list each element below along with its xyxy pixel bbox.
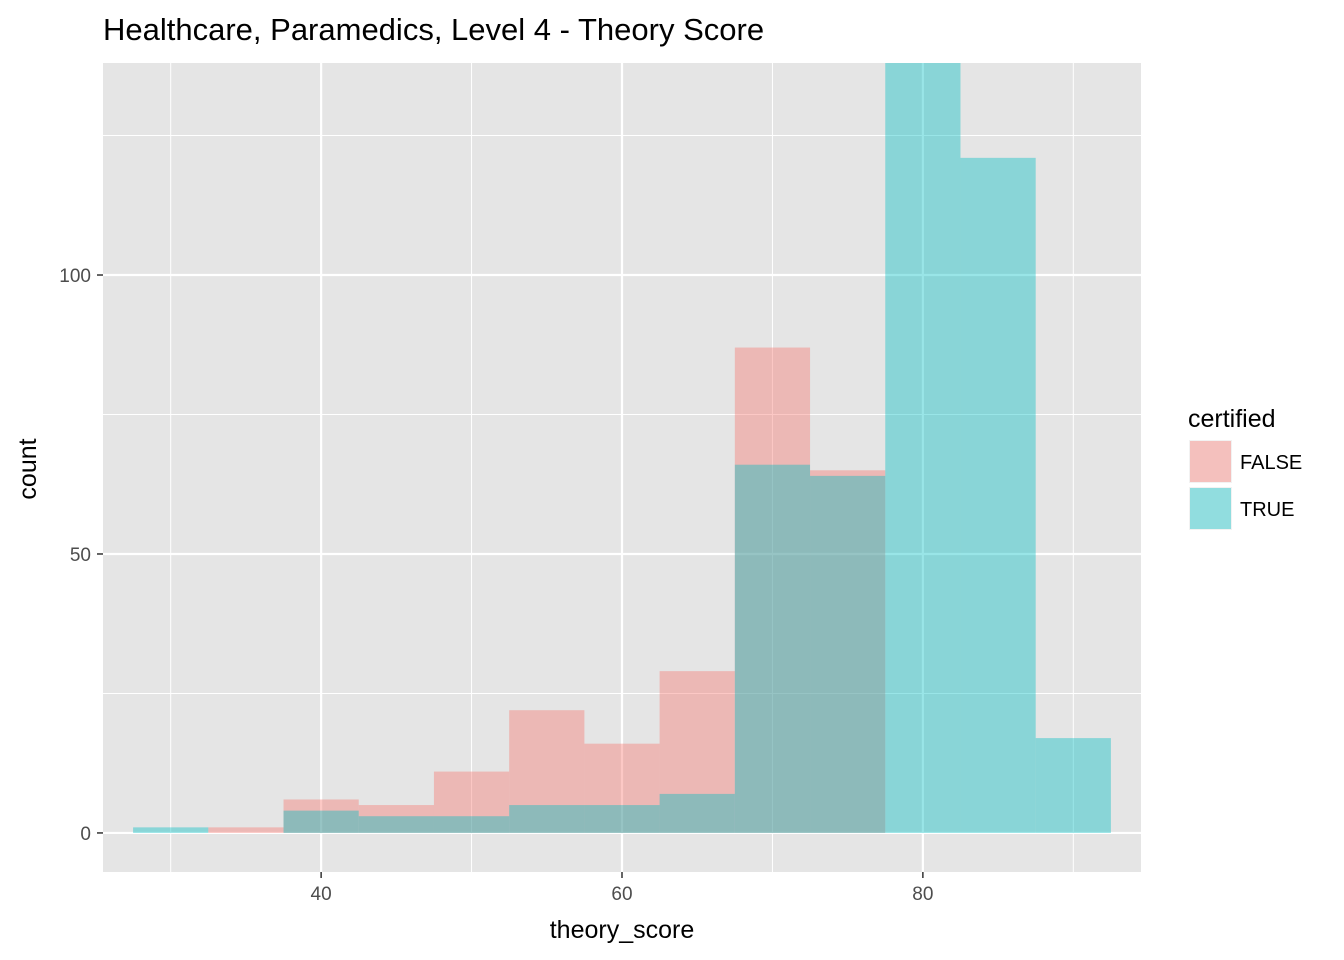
legend: certified FALSE TRUE — [1188, 405, 1302, 530]
x-axis-title: theory_score — [550, 916, 695, 944]
chart-title: Healthcare, Paramedics, Level 4 - Theory… — [103, 12, 764, 47]
axis-ticks — [97, 274, 924, 878]
bar-true-90 — [1035, 738, 1111, 833]
bar-false-45 — [358, 805, 434, 833]
y-tick-label: 50 — [70, 545, 91, 566]
major-gridlines — [103, 63, 1141, 872]
bar-true-55 — [509, 805, 585, 833]
legend-label-true: TRUE — [1240, 499, 1294, 521]
bar-false-50 — [433, 771, 510, 833]
bar-true-70 — [734, 464, 811, 833]
y-axis-title: count — [14, 438, 42, 499]
bar-true-30 — [133, 827, 209, 833]
bar-false-60 — [584, 743, 660, 833]
legend-key-bg-true — [1189, 487, 1232, 530]
bar-true-75 — [810, 475, 886, 833]
histogram-bars — [133, 63, 1111, 833]
bar-false-40 — [283, 799, 359, 833]
bar-true-40 — [283, 810, 359, 833]
bar-false-75 — [810, 470, 886, 833]
legend-label-false: FALSE — [1240, 452, 1302, 474]
legend-key-true — [1190, 488, 1231, 529]
bar-true-60 — [584, 805, 660, 833]
bar-true-45 — [358, 816, 434, 833]
bar-true-50 — [433, 816, 510, 833]
bar-false-55 — [509, 710, 585, 833]
bar-false-35 — [208, 827, 284, 833]
legend-key-bg-false — [1189, 440, 1232, 483]
y-tick-label: 0 — [80, 824, 91, 845]
axis-tick-labels: 40 60 80 0 50 100 — [59, 266, 933, 905]
bar-false-65 — [659, 671, 735, 833]
legend-key-false — [1190, 441, 1231, 482]
bar-true-80 — [885, 63, 961, 833]
bar-true-85 — [960, 157, 1036, 833]
x-tick-label: 40 — [311, 884, 332, 905]
y-tick-label: 100 — [59, 266, 91, 287]
x-tick-label: 80 — [912, 884, 933, 905]
bar-true-65 — [659, 793, 735, 833]
bar-false-70 — [734, 347, 811, 833]
x-tick-label: 60 — [611, 884, 632, 905]
legend-title: certified — [1188, 405, 1276, 433]
